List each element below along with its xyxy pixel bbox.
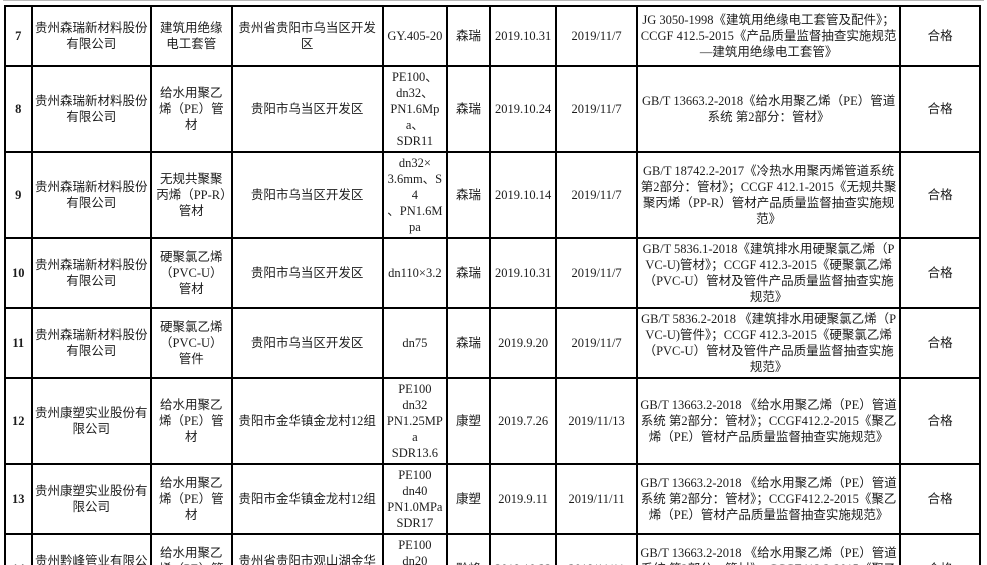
date-column-1-cell: 2019.7.26 bbox=[488, 377, 558, 465]
result-cell: 合格 bbox=[899, 533, 981, 565]
row-number-cell: 11 bbox=[4, 307, 33, 379]
table-row: 10 贵州森瑞新材料股份有限公司 硬聚氯乙烯（PVC-U）管材 贵阳市乌当区开发… bbox=[4, 237, 981, 309]
date-column-2-cell: 2019/11/7 bbox=[555, 151, 638, 239]
date-column-1-cell: 2019.9.20 bbox=[488, 307, 558, 379]
company-address-cell: 贵阳市乌当区开发区 bbox=[230, 65, 384, 153]
row-number-cell: 7 bbox=[4, 5, 33, 67]
standard-cell: GB/T 13663.2-2018《给水用聚乙烯（PE）管道系统 第2部分：管材… bbox=[635, 65, 902, 153]
table-row: 7 贵州森瑞新材料股份有限公司 建筑用绝缘电工套管 贵州省贵阳市乌当区开发区 G… bbox=[4, 5, 981, 67]
row-number-cell: 8 bbox=[4, 65, 33, 153]
brand-cell: 森瑞 bbox=[446, 65, 491, 153]
table-row: 13 贵州康塑实业股份有限公司 给水用聚乙烯（PE）管材 贵阳市金华镇金龙村12… bbox=[4, 463, 981, 535]
brand-cell: 黔峰 bbox=[446, 533, 491, 565]
date-column-2-cell: 2019/11/13 bbox=[555, 377, 638, 465]
product-name-cell: 建筑用绝缘电工套管 bbox=[149, 5, 233, 67]
company-name-cell: 贵州康塑实业股份有限公司 bbox=[30, 463, 152, 535]
company-address-cell: 贵州省贵阳市观山湖金华镇金龙村182号 bbox=[230, 533, 384, 565]
date-column-1-cell: 2019.10.14 bbox=[488, 151, 558, 239]
date-column-2-cell: 2019/11/7 bbox=[555, 307, 638, 379]
company-address-cell: 贵阳市乌当区开发区 bbox=[230, 307, 384, 379]
date-column-1-cell: 2019.10.31 bbox=[488, 237, 558, 309]
standard-cell: GB/T 13663.2-2018 《给水用聚乙烯（PE）管道系统 第2部分：管… bbox=[635, 463, 902, 535]
result-cell: 合格 bbox=[899, 307, 981, 379]
company-address-cell: 贵州省贵阳市乌当区开发区 bbox=[230, 5, 384, 67]
company-name-cell: 贵州黔峰管业有限公司 bbox=[30, 533, 152, 565]
product-name-cell: 给水用聚乙烯（PE）管材 bbox=[149, 65, 233, 153]
product-name-cell: 给水用聚乙烯（PE）管材 bbox=[149, 463, 233, 535]
spec-model-cell: GY.405-20 bbox=[381, 5, 449, 67]
result-cell: 合格 bbox=[899, 237, 981, 309]
row-number-cell: 10 bbox=[4, 237, 33, 309]
spec-model-cell: dn110×3.2 bbox=[381, 237, 449, 309]
result-cell: 合格 bbox=[899, 65, 981, 153]
spec-model-cell: dn32× 3.6mm、S4 、PN1.6Mpa bbox=[381, 151, 449, 239]
spec-model-cell: dn75 bbox=[381, 307, 449, 379]
row-number-cell: 14 bbox=[4, 533, 33, 565]
product-name-cell: 给水用聚乙烯（PE）管材 bbox=[149, 377, 233, 465]
result-cell: 合格 bbox=[899, 377, 981, 465]
date-column-2-cell: 2019/11/7 bbox=[555, 65, 638, 153]
company-name-cell: 贵州森瑞新材料股份有限公司 bbox=[30, 237, 152, 309]
result-cell: 合格 bbox=[899, 151, 981, 239]
table-body: 7 贵州森瑞新材料股份有限公司 建筑用绝缘电工套管 贵州省贵阳市乌当区开发区 G… bbox=[4, 5, 981, 565]
date-column-1-cell: 2019.10.31 bbox=[488, 5, 558, 67]
brand-cell: 森瑞 bbox=[446, 307, 491, 379]
company-address-cell: 贵阳市乌当区开发区 bbox=[230, 237, 384, 309]
row-number-cell: 12 bbox=[4, 377, 33, 465]
date-column-1-cell: 2019.10.24 bbox=[488, 65, 558, 153]
standard-cell: GB/T 18742.2-2017《冷热水用聚丙烯管道系统第2部分：管材》；CC… bbox=[635, 151, 902, 239]
spec-model-cell: PE100 dn32 PN1.25MPa SDR13.6 bbox=[381, 377, 449, 465]
brand-cell: 康塑 bbox=[446, 377, 491, 465]
result-cell: 合格 bbox=[899, 5, 981, 67]
date-column-2-cell: 2019/11/11 bbox=[555, 533, 638, 565]
brand-cell: 康塑 bbox=[446, 463, 491, 535]
spec-model-cell: PE100 dn20 PN1.6MPa SDR11 bbox=[381, 533, 449, 565]
company-name-cell: 贵州森瑞新材料股份有限公司 bbox=[30, 307, 152, 379]
inspection-results-table: 7 贵州森瑞新材料股份有限公司 建筑用绝缘电工套管 贵州省贵阳市乌当区开发区 G… bbox=[4, 5, 981, 565]
brand-cell: 森瑞 bbox=[446, 237, 491, 309]
standard-cell: JG 3050-1998《建筑用绝缘电工套管及配件》；CCGF 412.5-20… bbox=[635, 5, 902, 67]
table-row: 9 贵州森瑞新材料股份有限公司 无规共聚聚丙烯（PP-R）管材 贵阳市乌当区开发… bbox=[4, 151, 981, 239]
company-address-cell: 贵阳市金华镇金龙村12组 bbox=[230, 463, 384, 535]
table-row: 8 贵州森瑞新材料股份有限公司 给水用聚乙烯（PE）管材 贵阳市乌当区开发区 P… bbox=[4, 65, 981, 153]
table-row: 14 贵州黔峰管业有限公司 给水用聚乙烯（PE）管材 贵州省贵阳市观山湖金华镇金… bbox=[4, 533, 981, 565]
product-name-cell: 无规共聚聚丙烯（PP-R）管材 bbox=[149, 151, 233, 239]
product-name-cell: 硬聚氯乙烯（PVC-U）管材 bbox=[149, 237, 233, 309]
date-column-2-cell: 2019/11/7 bbox=[555, 5, 638, 67]
result-cell: 合格 bbox=[899, 463, 981, 535]
brand-cell: 森瑞 bbox=[446, 5, 491, 67]
previous-row-remnant bbox=[3, 0, 984, 5]
standard-cell: GB/T 13663.2-2018 《给水用聚乙烯（PE）管道系统 第2部分：管… bbox=[635, 533, 902, 565]
date-column-1-cell: 2019.10.22 bbox=[488, 533, 558, 565]
table-row: 12 贵州康塑实业股份有限公司 给水用聚乙烯（PE）管材 贵阳市金华镇金龙村12… bbox=[4, 377, 981, 465]
standard-cell: GB/T 13663.2-2018 《给水用聚乙烯（PE）管道系统 第2部分：管… bbox=[635, 377, 902, 465]
row-number-cell: 13 bbox=[4, 463, 33, 535]
row-number-cell: 9 bbox=[4, 151, 33, 239]
table-row: 11 贵州森瑞新材料股份有限公司 硬聚氯乙烯（PVC-U）管件 贵阳市乌当区开发… bbox=[4, 307, 981, 379]
product-name-cell: 硬聚氯乙烯（PVC-U）管件 bbox=[149, 307, 233, 379]
date-column-2-cell: 2019/11/7 bbox=[555, 237, 638, 309]
standard-cell: GB/T 5836.1-2018《建筑排水用硬聚氯乙烯（PVC-U)管材》；CC… bbox=[635, 237, 902, 309]
company-name-cell: 贵州森瑞新材料股份有限公司 bbox=[30, 65, 152, 153]
spec-model-cell: PE100 dn40 PN1.0MPa SDR17 bbox=[381, 463, 449, 535]
company-name-cell: 贵州康塑实业股份有限公司 bbox=[30, 377, 152, 465]
spec-model-cell: PE100、 dn32、 PN1.6Mpa、 SDR11 bbox=[381, 65, 449, 153]
date-column-1-cell: 2019.9.11 bbox=[488, 463, 558, 535]
standard-cell: GB/T 5836.2-2018 《建筑排水用硬聚氯乙烯（PVC-U)管件》；C… bbox=[635, 307, 902, 379]
brand-cell: 森瑞 bbox=[446, 151, 491, 239]
date-column-2-cell: 2019/11/11 bbox=[555, 463, 638, 535]
product-name-cell: 给水用聚乙烯（PE）管材 bbox=[149, 533, 233, 565]
company-name-cell: 贵州森瑞新材料股份有限公司 bbox=[30, 151, 152, 239]
company-address-cell: 贵阳市乌当区开发区 bbox=[230, 151, 384, 239]
company-name-cell: 贵州森瑞新材料股份有限公司 bbox=[30, 5, 152, 67]
company-address-cell: 贵阳市金华镇金龙村12组 bbox=[230, 377, 384, 465]
